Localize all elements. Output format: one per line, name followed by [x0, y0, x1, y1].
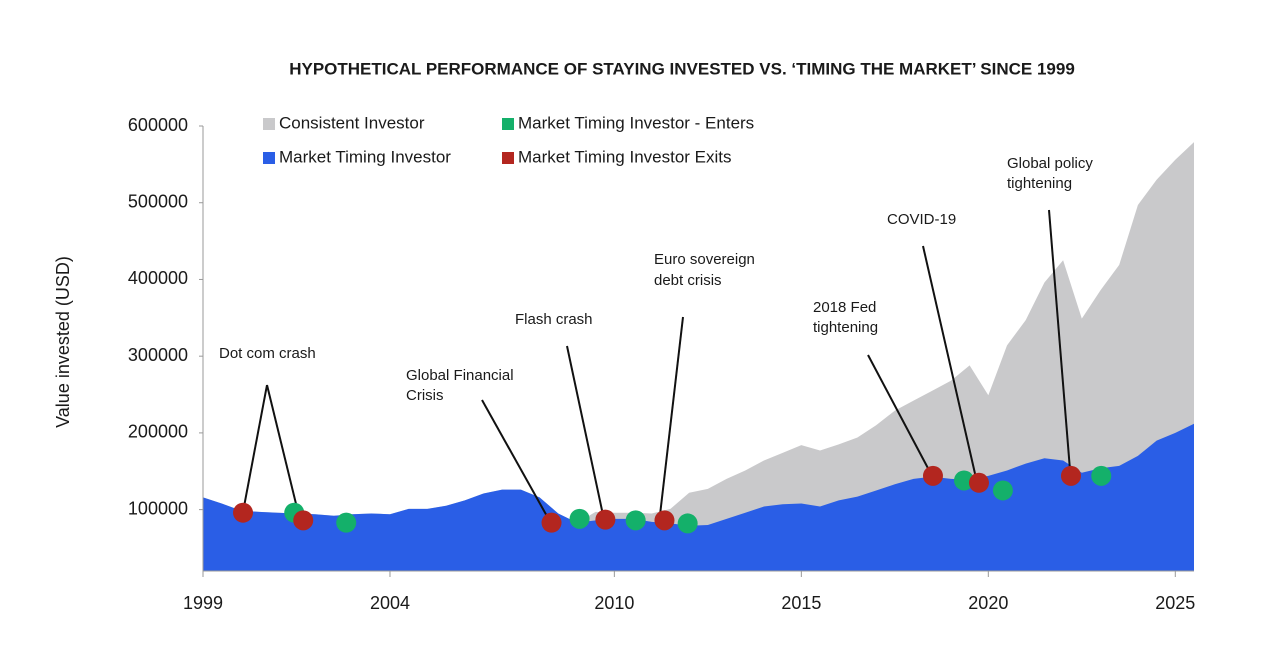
legend-label: Market Timing Investor Exits [518, 147, 732, 166]
annotation-pointer [922, 245, 977, 479]
x-tick-label: 2020 [968, 593, 1008, 613]
annotation: COVID-19 [887, 211, 956, 228]
y-tick-label: 500000 [128, 191, 188, 211]
annotation-pointer [481, 399, 549, 519]
annotation: Global Financial [406, 367, 514, 384]
annotation: Euro sovereign [654, 251, 755, 268]
area [203, 142, 1194, 572]
event-marker [992, 480, 1013, 501]
y-tick-label: 100000 [128, 498, 188, 518]
legend-swatch [502, 118, 514, 130]
event-marker [595, 509, 616, 530]
event-marker [677, 513, 698, 534]
legend-swatch [502, 152, 514, 164]
annotation: Global policy [1007, 155, 1093, 172]
y-tick-label: 400000 [128, 268, 188, 288]
y-tick-label: 300000 [128, 345, 188, 365]
event-marker [541, 512, 562, 533]
annotation-pointer [566, 345, 604, 516]
legend-label: Consistent Investor [279, 113, 425, 132]
legend-label: Market Timing Investor [279, 147, 451, 166]
chart-title: HYPOTHETICAL PERFORMANCE OF STAYING INVE… [289, 59, 1075, 78]
annotation: 2018 Fed [813, 299, 876, 316]
annotation: Crisis [406, 387, 444, 404]
event-marker [569, 508, 590, 529]
area [203, 423, 1194, 571]
event-marker [293, 510, 314, 531]
event-marker [336, 512, 357, 533]
annotation-pointer [1048, 209, 1071, 471]
x-tick-label: 2010 [594, 593, 634, 613]
event-marker [1060, 465, 1081, 486]
annotation-pointer [242, 384, 268, 513]
y-axis-label: Value invested (USD) [53, 256, 73, 428]
event-marker [954, 470, 975, 491]
event-marker [233, 502, 254, 523]
annotation: Flash crash [515, 311, 593, 328]
y-tick-label: 600000 [128, 115, 188, 135]
legend-label: Market Timing Investor - Enters [518, 113, 754, 132]
annotation: debt crisis [654, 272, 722, 289]
legend-swatch [263, 152, 275, 164]
annotation-pointer [867, 354, 931, 473]
x-tick-label: 2015 [781, 593, 821, 613]
annotation-pointer [266, 384, 299, 513]
x-tick-label: 2004 [370, 593, 410, 613]
annotation: Dot com crash [219, 345, 316, 362]
x-tick-label: 2025 [1155, 593, 1195, 613]
event-marker [968, 472, 989, 493]
annotation: tightening [813, 319, 878, 336]
x-tick-label: 1999 [183, 593, 223, 613]
annotation: tightening [1007, 175, 1072, 192]
annotation-pointer [659, 316, 684, 516]
event-marker [922, 465, 943, 486]
event-marker [1091, 465, 1112, 486]
event-marker [625, 510, 646, 531]
event-marker [654, 510, 675, 531]
legend-swatch [263, 118, 275, 130]
y-tick-label: 200000 [128, 422, 188, 442]
